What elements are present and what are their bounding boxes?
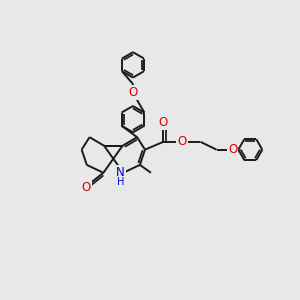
Text: O: O (228, 143, 237, 156)
Text: N: N (116, 166, 125, 179)
Text: O: O (81, 182, 91, 194)
Text: O: O (128, 86, 138, 99)
Text: H: H (117, 177, 124, 187)
Text: O: O (177, 135, 187, 148)
Text: O: O (159, 116, 168, 129)
